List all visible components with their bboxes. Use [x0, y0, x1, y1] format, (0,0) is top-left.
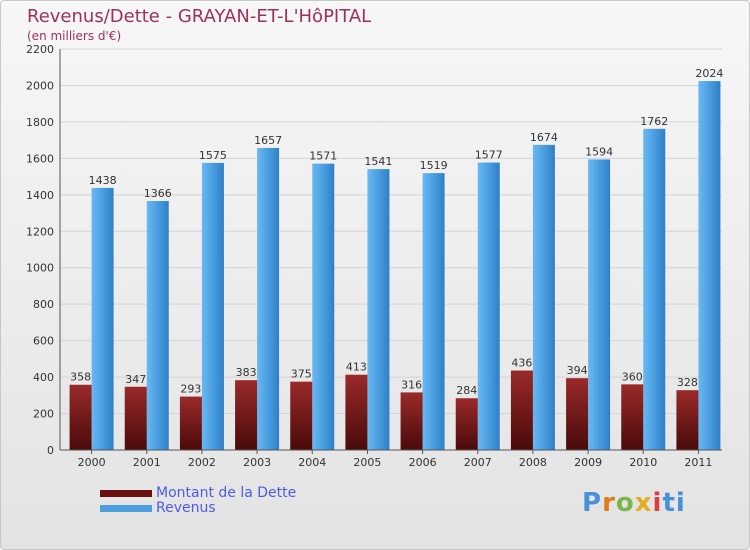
data-label-dette: 413 [346, 361, 367, 374]
data-label-dette: 328 [677, 376, 698, 389]
data-label-dette: 316 [401, 378, 422, 391]
data-label-revenus: 1594 [585, 145, 613, 158]
bar-revenus [367, 169, 390, 450]
y-tick-label: 2200 [26, 43, 54, 56]
legend-label-revenus: Revenus [156, 500, 216, 516]
x-tick-label: 2000 [78, 456, 106, 469]
y-tick-label: 0 [47, 444, 54, 457]
y-tick-label: 800 [33, 298, 54, 311]
data-label-dette: 284 [456, 384, 477, 397]
bar-dette [69, 384, 92, 450]
bar-dette [290, 381, 313, 450]
bar-revenus [643, 128, 666, 450]
y-tick-label: 1600 [26, 152, 54, 165]
x-tick-label: 2006 [409, 456, 437, 469]
bar-revenus [201, 162, 224, 450]
y-tick-label: 1400 [26, 189, 54, 202]
data-label-revenus: 1541 [364, 155, 392, 168]
data-label-revenus: 1762 [640, 115, 668, 128]
x-tick-label: 2004 [298, 456, 326, 469]
y-tick-label: 200 [33, 408, 54, 421]
y-tick-label: 400 [33, 371, 54, 384]
data-label-revenus: 1366 [144, 187, 172, 200]
data-label-revenus: 1674 [530, 131, 558, 144]
x-tick-label: 2002 [188, 456, 216, 469]
data-label-revenus: 1571 [309, 150, 337, 163]
bar-dette [235, 380, 258, 450]
bar-dette [455, 398, 478, 450]
y-tick-label: 1000 [26, 262, 54, 275]
data-label-revenus: 1519 [420, 159, 448, 172]
data-label-dette: 375 [291, 368, 312, 381]
x-tick-label: 2009 [574, 456, 602, 469]
legend-item-debt: Montant de la Dette [100, 486, 296, 501]
x-tick-label: 2001 [133, 456, 161, 469]
legend-swatch-revenus [100, 505, 152, 512]
legend-item-revenus: Revenus [100, 501, 296, 516]
y-tick-label: 600 [33, 335, 54, 348]
y-tick-label: 1800 [26, 116, 54, 129]
legend-swatch-debt [100, 490, 152, 497]
data-label-dette: 360 [622, 370, 643, 383]
x-tick-label: 2005 [353, 456, 381, 469]
chart-subtitle: (en milliers d'€) [27, 29, 122, 43]
chart-title: Revenus/Dette - GRAYAN-ET-L'HôPITAL [27, 6, 372, 27]
legend-label-debt: Montant de la Dette [156, 485, 297, 501]
x-tick-label: 2003 [243, 456, 271, 469]
data-label-dette: 436 [511, 357, 532, 370]
data-label-revenus: 1575 [199, 149, 227, 162]
bar-revenus [477, 162, 500, 450]
data-label-revenus: 2024 [695, 67, 723, 80]
data-label-dette: 394 [567, 364, 588, 377]
bar-revenus [422, 173, 445, 450]
bar-dette [400, 392, 423, 450]
data-label-dette: 293 [180, 383, 201, 396]
data-label-dette: 358 [70, 371, 91, 384]
bar-revenus [532, 144, 555, 450]
bar-dette [676, 390, 699, 450]
bar-dette [345, 374, 368, 450]
x-tick-label: 2011 [684, 456, 712, 469]
bar-revenus [698, 81, 721, 450]
data-label-dette: 383 [236, 366, 257, 379]
data-label-revenus: 1657 [254, 134, 282, 147]
bar-dette [621, 384, 644, 450]
bar-dette [124, 386, 147, 450]
x-tick-label: 2010 [629, 456, 657, 469]
chart-legend: Montant de la Dette Revenus [100, 486, 296, 516]
x-tick-label: 2007 [464, 456, 492, 469]
bar-dette [566, 378, 589, 450]
data-label-dette: 347 [125, 373, 146, 386]
proxiti-logo: Proxiti [582, 488, 686, 518]
bar-revenus [91, 187, 114, 450]
y-tick-label: 2000 [26, 79, 54, 92]
bar-dette [179, 396, 202, 450]
bar-revenus [146, 201, 169, 450]
data-label-revenus: 1438 [89, 174, 117, 187]
y-tick-label: 1200 [26, 225, 54, 238]
x-tick-label: 2008 [519, 456, 547, 469]
bar-revenus [257, 147, 280, 450]
bar-dette [510, 370, 533, 450]
bar-revenus [588, 159, 611, 450]
bar-revenus [312, 163, 335, 451]
data-label-revenus: 1577 [475, 149, 503, 162]
